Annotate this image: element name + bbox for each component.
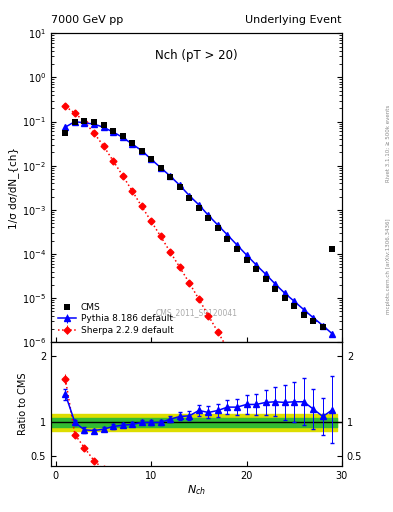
Text: Nch (pT > 20): Nch (pT > 20): [155, 49, 238, 62]
CMS: [254, 266, 259, 272]
CMS: [311, 318, 316, 324]
X-axis label: $N_{ch}$: $N_{ch}$: [187, 483, 206, 497]
CMS: [73, 118, 77, 124]
Text: CMS_2011_S9120041: CMS_2011_S9120041: [156, 309, 237, 317]
Line: CMS: CMS: [62, 118, 336, 330]
Y-axis label: 1/σ dσ/dN_{ch}: 1/σ dσ/dN_{ch}: [8, 147, 19, 229]
CMS: [82, 118, 87, 124]
Text: Underlying Event: Underlying Event: [245, 14, 342, 25]
CMS: [273, 286, 277, 292]
Text: mcplots.cern.ch [arXiv:1306.3436]: mcplots.cern.ch [arXiv:1306.3436]: [386, 219, 391, 314]
CMS: [263, 276, 268, 282]
CMS: [225, 236, 230, 242]
CMS: [111, 127, 116, 134]
CMS: [130, 140, 134, 146]
CMS: [101, 122, 106, 129]
CMS: [244, 257, 249, 263]
CMS: [92, 118, 96, 124]
CMS: [320, 324, 325, 330]
CMS: [301, 312, 306, 318]
CMS: [216, 225, 220, 231]
CMS: [282, 295, 287, 301]
CMS: [206, 215, 211, 221]
CMS: [158, 165, 163, 171]
CMS: [235, 246, 239, 252]
CMS: [187, 195, 192, 201]
CMS: [292, 303, 297, 309]
CMS: [196, 205, 201, 211]
Y-axis label: Ratio to CMS: Ratio to CMS: [18, 373, 28, 435]
CMS: [178, 184, 182, 190]
Text: 7000 GeV pp: 7000 GeV pp: [51, 14, 123, 25]
CMS: [120, 134, 125, 140]
CMS: [168, 174, 173, 180]
Text: Rivet 3.1.10; ≥ 500k events: Rivet 3.1.10; ≥ 500k events: [386, 105, 391, 182]
CMS: [149, 156, 154, 162]
CMS: [330, 246, 335, 252]
CMS: [63, 130, 68, 136]
CMS: [139, 147, 144, 154]
Legend: CMS, Pythia 8.186 default, Sherpa 2.2.9 default: CMS, Pythia 8.186 default, Sherpa 2.2.9 …: [55, 300, 176, 338]
